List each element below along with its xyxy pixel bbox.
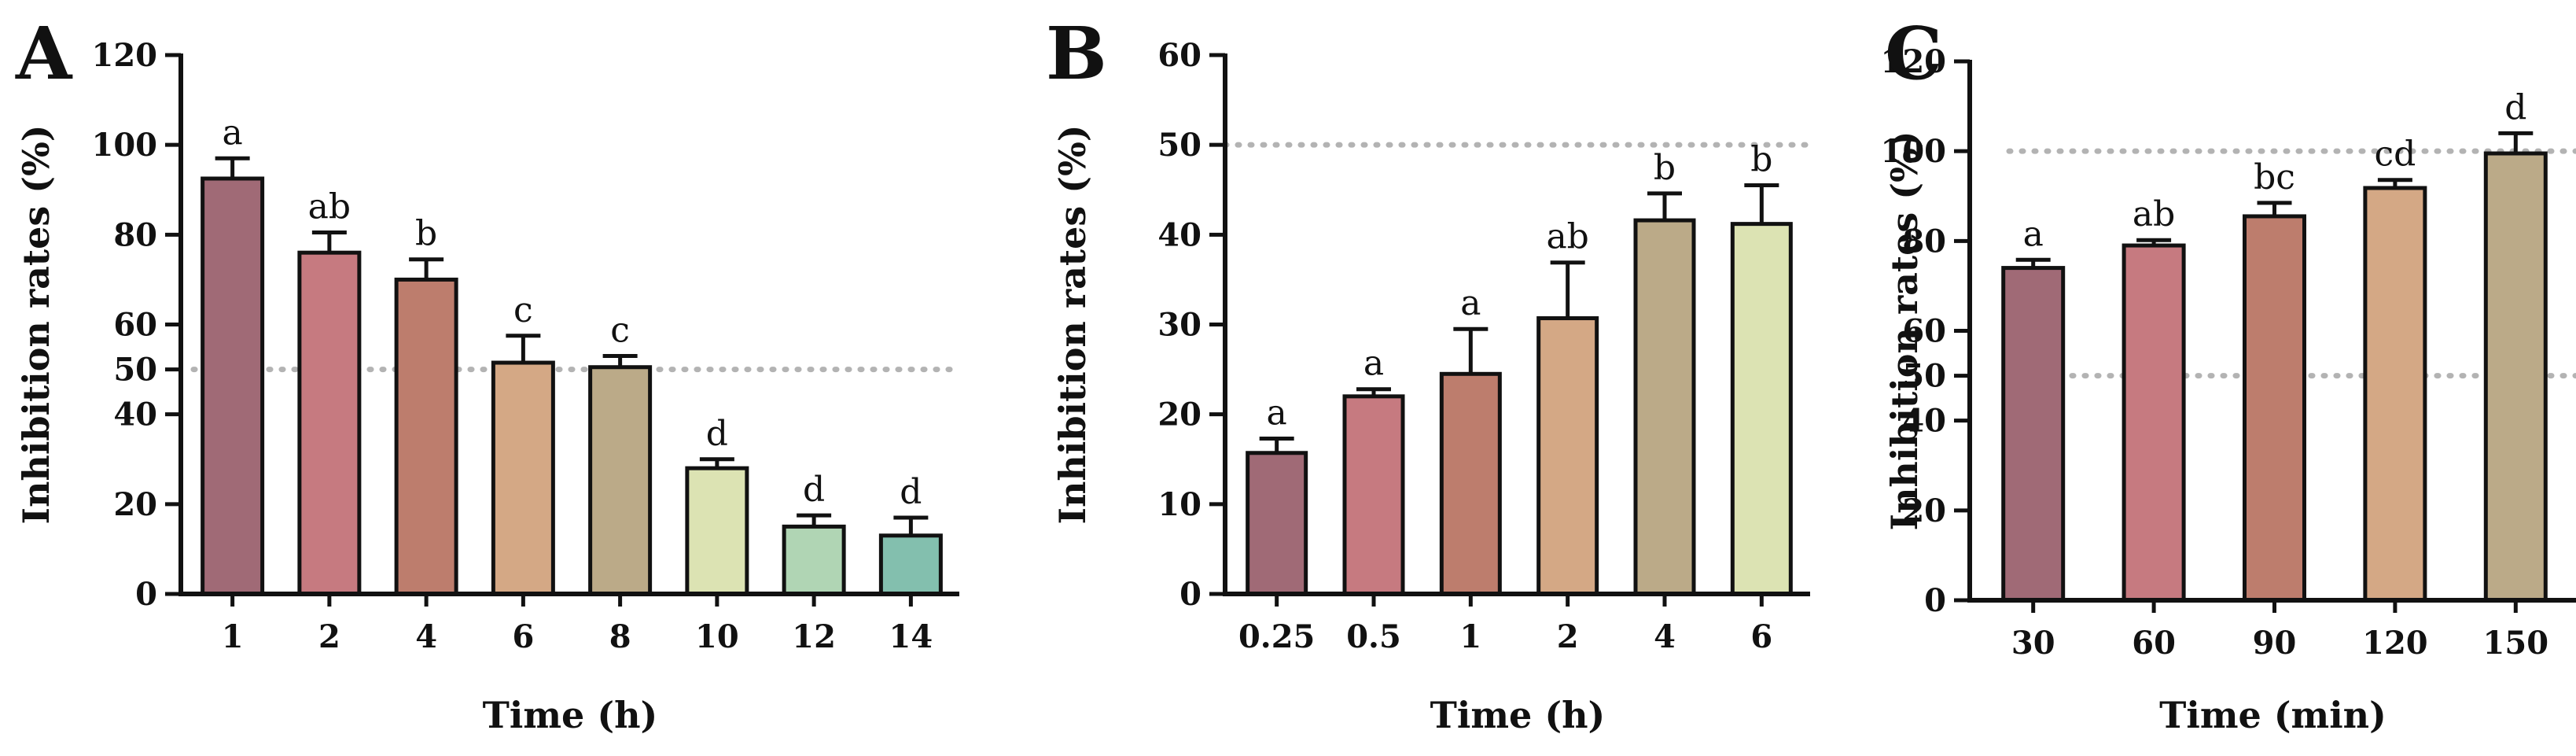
x-axis-title: Time (h) xyxy=(483,694,658,736)
x-tick-label: 1 xyxy=(222,618,244,655)
x-tick-label: 2 xyxy=(318,618,340,655)
bar-8 xyxy=(591,367,650,594)
chart-panel-c: a30ab60bc90cd120d15002040506080100120Inh… xyxy=(1881,11,2576,736)
significance-label: a xyxy=(1460,283,1481,323)
bar-30 xyxy=(2004,268,2063,600)
x-tick-label: 8 xyxy=(609,618,631,655)
bar-2 xyxy=(300,253,359,594)
significance-label: ab xyxy=(2133,194,2175,234)
panel-letter-b: B xyxy=(1046,11,1107,96)
bar-4 xyxy=(1636,220,1694,594)
significance-label: a xyxy=(1363,344,1384,384)
significance-label: bc xyxy=(2254,157,2295,197)
y-tick-label: 60 xyxy=(113,307,157,344)
significance-label: b xyxy=(1654,148,1676,188)
y-tick-label: 10 xyxy=(1157,486,1202,523)
x-axis-title: Time (min) xyxy=(2159,694,2386,736)
y-axis-title: Inhibition rates (%) xyxy=(1051,124,1094,524)
x-tick-label: 4 xyxy=(1654,618,1676,655)
y-axis-title: Inhibition rates (%) xyxy=(1883,131,1926,530)
significance-label: b xyxy=(415,214,437,254)
x-tick-label: 90 xyxy=(2253,625,2297,662)
bar-2 xyxy=(1539,319,1597,594)
y-tick-label: 20 xyxy=(1157,396,1202,433)
x-tick-label: 12 xyxy=(792,618,836,655)
x-tick-label: 0.5 xyxy=(1346,618,1401,655)
bar-150 xyxy=(2486,153,2545,600)
x-tick-label: 6 xyxy=(512,618,534,655)
significance-label: c xyxy=(513,290,533,330)
x-tick-label: 30 xyxy=(2011,625,2055,662)
bar-6 xyxy=(493,363,553,594)
x-tick-label: 4 xyxy=(415,618,437,655)
significance-label: a xyxy=(223,112,243,153)
significance-label: d xyxy=(706,414,728,454)
significance-label: ab xyxy=(1546,217,1588,257)
bar-0.25 xyxy=(1248,453,1306,594)
y-tick-label: 0 xyxy=(135,576,157,613)
y-axis-title: Inhibition rates (%) xyxy=(15,124,57,524)
significance-label: c xyxy=(610,310,630,350)
x-tick-label: 150 xyxy=(2483,625,2549,662)
y-tick-label: 50 xyxy=(113,352,157,389)
bar-90 xyxy=(2245,216,2305,600)
bar-120 xyxy=(2365,188,2425,600)
bar-4 xyxy=(396,279,456,594)
significance-label: b xyxy=(1750,140,1772,180)
y-tick-label: 40 xyxy=(113,396,157,433)
significance-label: a xyxy=(2023,214,2044,254)
y-tick-label: 50 xyxy=(1157,127,1202,164)
bar-12 xyxy=(784,526,844,594)
y-tick-label: 0 xyxy=(1924,582,1946,619)
panel-letter-c: C xyxy=(1885,11,1942,96)
significance-label: cd xyxy=(2374,135,2416,175)
significance-label: d xyxy=(2504,87,2526,127)
bar-60 xyxy=(2124,245,2184,600)
y-tick-label: 40 xyxy=(1157,216,1202,253)
y-tick-label: 120 xyxy=(92,37,158,74)
y-tick-label: 100 xyxy=(92,127,158,164)
x-tick-label: 0.25 xyxy=(1238,618,1315,655)
chart-panel-b: a0.25a0.5a1ab2b4b60102030405060Inhibitio… xyxy=(1046,11,1810,736)
y-tick-label: 30 xyxy=(1157,307,1202,344)
x-tick-label: 60 xyxy=(2132,625,2176,662)
y-tick-label: 20 xyxy=(113,486,157,523)
x-tick-label: 14 xyxy=(889,618,933,655)
y-tick-label: 0 xyxy=(1179,576,1202,613)
bar-10 xyxy=(687,468,747,594)
x-tick-label: 2 xyxy=(1557,618,1579,655)
bar-6 xyxy=(1732,224,1790,594)
x-tick-label: 120 xyxy=(2362,625,2428,662)
bar-1 xyxy=(1441,374,1500,594)
y-tick-label: 60 xyxy=(1157,37,1202,74)
bar-1 xyxy=(203,179,263,594)
significance-label: d xyxy=(803,470,825,510)
x-tick-label: 10 xyxy=(695,618,739,655)
x-tick-label: 6 xyxy=(1750,618,1772,655)
panel-letter-a: A xyxy=(15,11,73,96)
y-tick-label: 80 xyxy=(113,216,157,253)
bar-14 xyxy=(881,536,940,594)
x-axis-title: Time (h) xyxy=(1430,694,1606,736)
significance-label: ab xyxy=(308,186,351,227)
chart-panel-a: a 1 ab 2 b 4 c 6 c 8 d 10 d 12 d 14 0 20 40 50 60 80 100 120 Inh… xyxy=(15,11,959,736)
significance-label: d xyxy=(900,472,922,512)
significance-label: a xyxy=(1267,393,1287,433)
x-tick-label: 1 xyxy=(1459,618,1481,655)
bar-0.5 xyxy=(1345,396,1403,594)
